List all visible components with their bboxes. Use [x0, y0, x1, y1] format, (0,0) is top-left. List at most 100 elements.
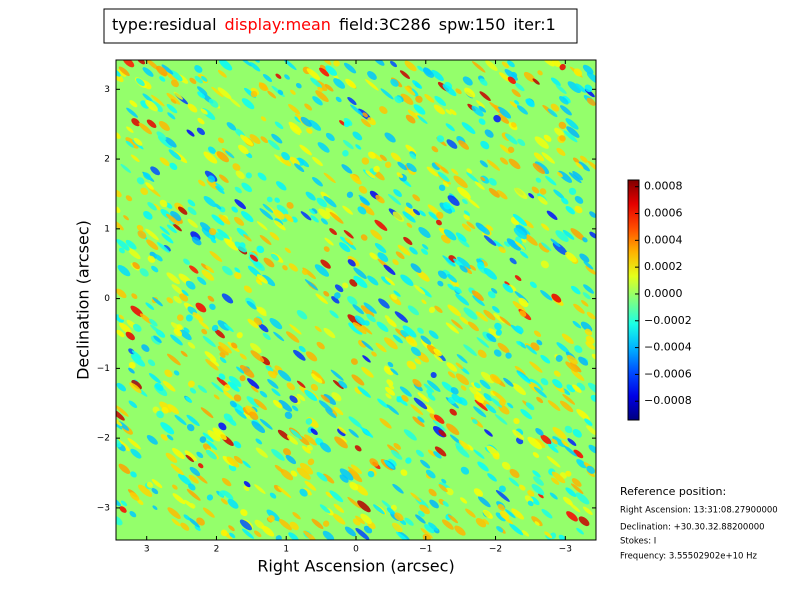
image-texture: [575, 492, 590, 505]
image-texture: [375, 342, 387, 353]
image-texture: [535, 177, 542, 183]
image-texture: [137, 230, 147, 239]
image-texture: [396, 172, 403, 178]
image-texture: [136, 177, 145, 185]
image-texture: [550, 477, 560, 485]
image-texture: [472, 295, 485, 307]
image-texture: [142, 93, 154, 103]
image-texture: [572, 384, 582, 393]
image-texture: [385, 386, 395, 396]
image-texture: [248, 256, 263, 269]
image-texture: [377, 252, 389, 262]
image-texture: [514, 82, 525, 92]
image-texture: [502, 283, 514, 293]
image-texture: [384, 132, 396, 143]
image-texture: [340, 436, 347, 443]
image-texture: [116, 382, 126, 392]
image-texture: [132, 323, 142, 332]
image-texture: [423, 383, 435, 393]
image-texture: [330, 369, 344, 381]
image-texture: [384, 276, 395, 286]
image-texture: [250, 90, 258, 98]
image-texture: [550, 103, 560, 112]
image-texture: [312, 156, 323, 167]
image-texture: [463, 344, 477, 356]
image-texture: [497, 342, 510, 354]
image-texture: [198, 179, 206, 187]
image-texture: [310, 383, 319, 391]
image-texture: [565, 487, 577, 498]
image-texture: [142, 67, 154, 77]
image-texture: [550, 77, 561, 87]
image-texture: [151, 265, 159, 273]
image-texture: [217, 228, 230, 240]
image-texture: [211, 324, 219, 332]
image-texture: [161, 233, 174, 244]
image-texture: [584, 84, 593, 93]
image-texture: [128, 367, 135, 374]
image-texture: [540, 378, 549, 386]
image-texture: [518, 297, 529, 307]
image-texture: [504, 68, 518, 81]
image-texture: [538, 242, 550, 253]
image-texture: [342, 205, 353, 215]
image-texture: [431, 146, 439, 153]
residual-image: [116, 60, 596, 540]
image-texture: [447, 371, 456, 379]
image-texture: [426, 166, 439, 177]
image-texture: [455, 88, 462, 95]
image-texture: [288, 104, 301, 115]
image-texture: [197, 463, 204, 469]
image-texture: [167, 404, 180, 415]
image-texture: [483, 393, 493, 402]
image-texture: [509, 468, 520, 478]
image-texture: [221, 293, 234, 304]
image-texture: [406, 360, 417, 370]
image-texture: [192, 312, 204, 322]
image-texture: [291, 405, 299, 412]
x-tick-label: 3: [144, 545, 150, 555]
image-texture: [537, 196, 548, 205]
image-texture: [146, 119, 157, 128]
image-texture: [357, 500, 371, 513]
image-texture: [234, 267, 241, 273]
image-texture: [559, 96, 569, 105]
image-texture: [430, 371, 437, 378]
image-texture: [547, 108, 558, 118]
image-texture: [201, 328, 208, 335]
image-texture: [276, 204, 289, 216]
image-texture: [457, 187, 471, 200]
image-texture: [269, 231, 280, 241]
image-texture: [412, 208, 421, 216]
image-texture: [463, 214, 470, 221]
image-texture: [151, 488, 159, 495]
image-texture: [187, 207, 197, 216]
image-texture: [307, 458, 315, 466]
image-texture: [558, 121, 567, 130]
image-texture: [225, 150, 235, 159]
image-texture: [199, 222, 212, 233]
image-texture: [131, 293, 138, 299]
image-texture: [257, 306, 267, 315]
image-texture: [250, 350, 265, 363]
image-texture: [575, 83, 587, 93]
image-texture: [477, 496, 491, 508]
image-texture: [479, 91, 491, 102]
image-texture: [141, 344, 150, 352]
image-texture: [186, 129, 195, 137]
image-texture: [446, 139, 458, 149]
image-texture: [373, 504, 385, 515]
image-texture: [209, 303, 216, 310]
image-texture: [513, 227, 527, 240]
image-texture: [217, 87, 232, 100]
image-texture: [541, 242, 552, 251]
image-texture: [434, 95, 447, 107]
image-texture: [160, 422, 175, 435]
image-texture: [294, 163, 305, 172]
image-texture: [475, 311, 488, 322]
image-texture: [583, 284, 594, 294]
image-texture: [360, 426, 374, 438]
image-texture: [289, 395, 298, 404]
image-texture: [419, 504, 430, 515]
image-texture: [262, 332, 271, 341]
